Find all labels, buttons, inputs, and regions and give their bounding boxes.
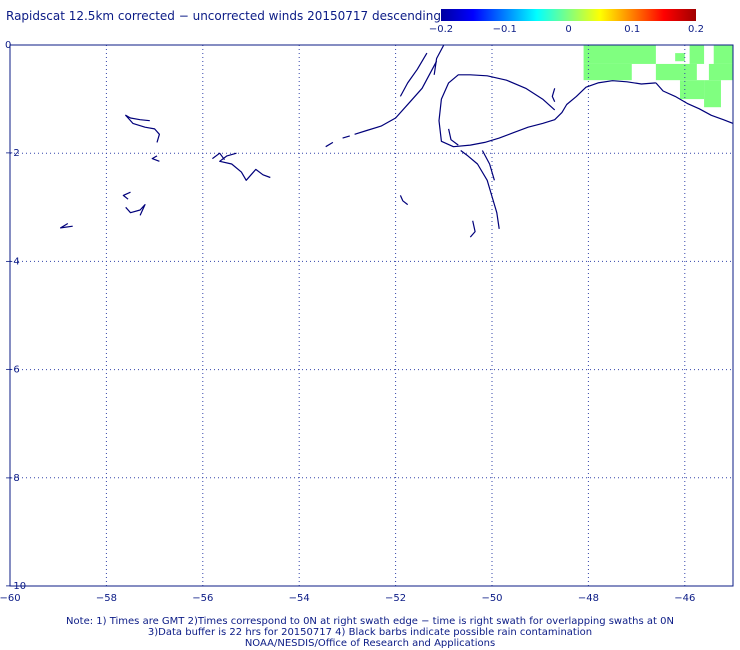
latitude-tick-label: −6 xyxy=(5,365,20,376)
coastline xyxy=(551,88,556,103)
coastline xyxy=(212,152,225,161)
longitude-tick-labels: −60 −58 −56 −54 −52 −50 −48 −46 xyxy=(0,593,695,604)
longitude-tick-label: −46 xyxy=(674,593,695,604)
coastline xyxy=(125,114,160,143)
colorbar-tick-label: −0.1 xyxy=(493,24,517,35)
longitude-tick-label: −56 xyxy=(192,593,213,604)
coastline xyxy=(655,82,733,124)
coastline xyxy=(122,191,131,200)
coastline xyxy=(219,152,271,181)
longitude-tick-label: −60 xyxy=(0,593,21,604)
coastline xyxy=(151,155,160,162)
longitude-tick-label: −54 xyxy=(289,593,310,604)
map-gridlines xyxy=(10,45,733,586)
footnote-line-2: 3)Data buffer is 22 hrs for 20150717 4) … xyxy=(147,627,593,638)
coastline xyxy=(325,141,334,148)
swath-cell xyxy=(655,63,697,81)
longitude-tick-label: −52 xyxy=(385,593,406,604)
credit-line: NOAA/NESDIS/Office of Research and Appli… xyxy=(244,638,496,649)
coastline xyxy=(354,60,438,135)
colorbar xyxy=(441,9,696,21)
longitude-tick-label: −48 xyxy=(578,593,599,604)
colorbar-tick-label: 0.2 xyxy=(688,24,704,35)
coastline xyxy=(469,220,476,238)
colorbar-tick-labels: −0.2 −0.1 0 0.1 0.2 xyxy=(429,24,704,35)
coastline-layer xyxy=(59,45,733,238)
latitude-tick-label: −8 xyxy=(5,473,20,484)
swath-cell xyxy=(679,80,705,100)
latitude-tick-label: −10 xyxy=(5,581,26,592)
coastline xyxy=(438,74,656,148)
swath-cell xyxy=(704,80,721,108)
latitude-tick-label: 0 xyxy=(5,40,11,51)
colorbar-tick-label: 0.1 xyxy=(624,24,640,35)
coastline xyxy=(59,222,73,229)
swath-cell xyxy=(708,63,733,81)
wind-swath-layer xyxy=(583,45,733,108)
latitude-tick-label: −4 xyxy=(5,256,20,267)
coastline xyxy=(399,52,428,97)
map-title: Rapidscat 12.5km corrected − uncorrected… xyxy=(6,9,441,23)
plot-frame xyxy=(9,44,734,587)
coastline xyxy=(399,195,409,206)
swath-cell xyxy=(583,63,632,81)
coastline xyxy=(481,150,495,181)
swath-cell xyxy=(583,45,656,64)
coastline xyxy=(448,128,459,146)
latitude-tick-labels: 0 −2 −4 −6 −8 −10 xyxy=(5,40,26,592)
coastline xyxy=(342,135,350,139)
coastline xyxy=(433,45,445,75)
coastline xyxy=(460,150,500,229)
footnote-line-1: Note: 1) Times are GMT 2)Times correspon… xyxy=(66,616,674,627)
swath-cell xyxy=(675,53,685,62)
longitude-tick-label: −50 xyxy=(481,593,502,604)
swath-cell xyxy=(689,45,705,64)
swath-cell xyxy=(713,45,733,64)
colorbar-tick-label: 0 xyxy=(565,24,571,35)
coastline xyxy=(125,204,146,216)
longitude-tick-label: −58 xyxy=(96,593,117,604)
colorbar-tick-label: −0.2 xyxy=(429,24,453,35)
latitude-tick-label: −2 xyxy=(5,148,20,159)
